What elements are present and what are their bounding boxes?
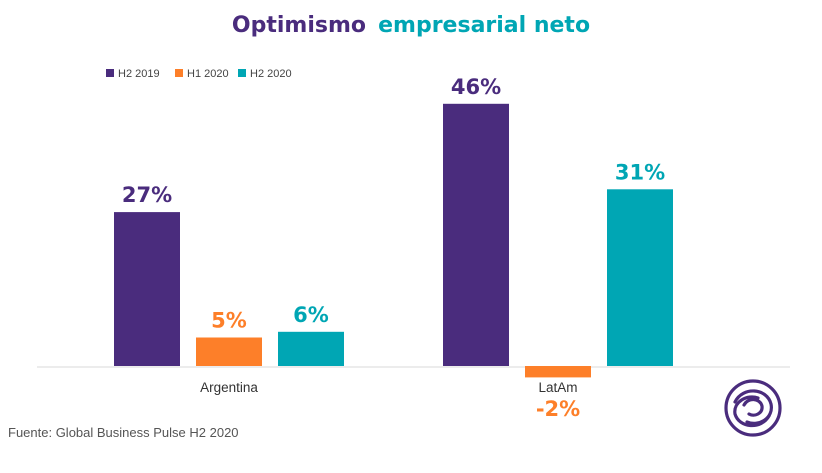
bar xyxy=(607,189,673,366)
bar xyxy=(525,366,591,378)
legend-label: H2 2020 xyxy=(250,68,292,80)
bars: 27% 5% 6% 46% -2% 31% xyxy=(114,75,673,421)
bar xyxy=(278,331,344,366)
chart-title-part1: Optimismo xyxy=(232,13,366,38)
bar xyxy=(114,212,180,366)
data-label: -2% xyxy=(536,397,580,421)
category-labels: Argentina LatAm xyxy=(200,380,577,395)
bar xyxy=(443,103,509,367)
data-label: 31% xyxy=(615,160,665,184)
data-label: 5% xyxy=(211,309,247,333)
swirl-logo-icon xyxy=(724,379,782,437)
data-label: 46% xyxy=(451,75,501,99)
bar xyxy=(196,337,262,366)
source-note: Fuente: Global Business Pulse H2 2020 xyxy=(8,425,239,440)
data-label: 6% xyxy=(293,303,329,327)
legend-label: H2 2019 xyxy=(118,68,160,80)
data-label: 27% xyxy=(122,183,172,207)
category-label: Argentina xyxy=(200,380,258,395)
chart-title-part2: empresarial neto xyxy=(378,13,590,38)
legend: H2 2019 H1 2020 H2 2020 xyxy=(106,68,292,80)
category-label: LatAm xyxy=(538,380,577,395)
legend-swatch xyxy=(238,69,246,77)
chart-title: Optimismo empresarial neto xyxy=(232,13,590,38)
legend-label: H1 2020 xyxy=(187,68,229,80)
legend-swatch xyxy=(106,69,114,77)
legend-swatch xyxy=(175,69,183,77)
